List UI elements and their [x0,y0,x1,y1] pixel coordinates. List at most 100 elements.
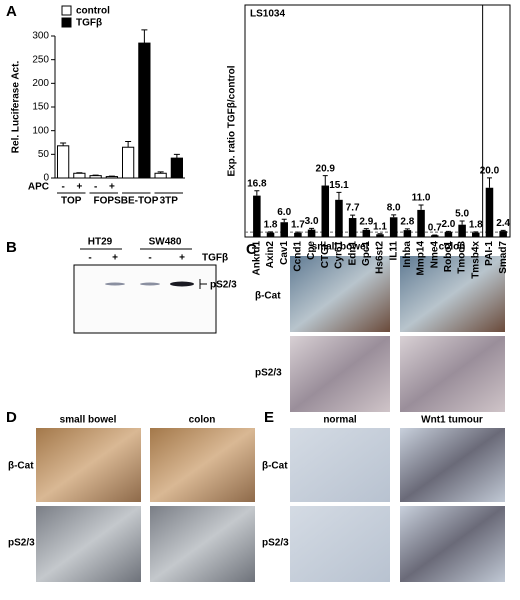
error-bar [125,141,132,148]
column-label: small bowel [60,415,117,426]
value-label: 16.8 [247,178,267,189]
error-bar [459,220,465,225]
value-label: 8.0 [387,202,401,213]
error-bar [268,231,274,233]
error-bar [445,230,451,233]
row-label: β-Cat [8,461,34,472]
y-tick-label: 50 [38,149,50,160]
x-tick-label: Tmsb4x [470,241,481,279]
bar [485,187,494,237]
x-tick-label: Inhba [402,241,413,268]
value-label: 11.0 [412,193,431,204]
bar [73,172,86,179]
bar [362,229,371,237]
x-tick-label: Edn1 [347,241,358,266]
bar [444,232,453,237]
value-label: 0.7 [428,223,442,234]
x-tick-label: PAI-1 [484,241,495,266]
bar [430,235,439,237]
bar [138,42,151,179]
x-tick-label: + [109,182,115,193]
error-bar [418,204,424,210]
panel-letter: A [6,3,17,20]
value-label: 2.9 [359,216,373,227]
error-bar [309,227,315,230]
micrograph [400,506,505,582]
value-label: 2.8 [400,217,414,228]
value-label: 20.0 [480,166,500,177]
row-label: pS2/3 [262,538,289,549]
micrograph [400,336,505,412]
x-tick-label: IL11 [388,241,399,261]
x-tick-label: Ccnd1 [293,241,304,272]
error-bar [363,228,369,230]
micrograph [290,256,390,332]
treatment-label: TGFβ [202,253,228,264]
y-tick-label: 0 [43,173,49,184]
group-label: SBE-TOP [114,196,159,207]
micrograph [290,506,390,582]
group-label: FOP [93,196,114,207]
row-label: β-Cat [262,461,288,472]
cell-line: SW480 [149,237,182,248]
bar [253,195,261,237]
panel-letter: B [6,239,17,256]
x-tick-label: Robo1 [443,241,454,273]
value-label: 2.0 [441,219,455,230]
bar [472,232,480,237]
error-bar [473,231,479,233]
x-tick-label: CTGF [320,241,331,268]
y-tick-label: 300 [32,31,49,42]
bar [417,209,425,237]
legend-label: TGFβ [76,18,102,29]
value-label: 1.7 [291,220,305,231]
band-marker [199,279,207,289]
value-label: 1.8 [469,219,483,230]
lane-label: + [112,253,118,264]
error-bar [486,177,492,188]
bar [389,217,398,237]
row-label: pS2/3 [8,538,35,549]
x-tick-label: Smad7 [498,241,509,274]
x-tick-label: - [61,182,64,193]
lane-label: - [88,253,91,264]
error-bar [322,175,328,186]
y-tick-label: 200 [32,78,49,89]
column-label: colon [189,415,216,426]
error-bar [404,228,410,231]
micrograph [400,256,505,332]
cell-line: HT29 [88,237,113,248]
legend-label: control [76,6,110,17]
x-tick-label: Nme4 [429,241,440,269]
value-label: 6.0 [277,207,291,218]
error-bar [336,191,342,200]
row-label: pS2/3 [255,368,282,379]
value-label: 15.1 [329,180,349,191]
group-label: 3TP [160,196,179,207]
chart-title: LS1034 [250,9,285,20]
blot-band [170,281,194,287]
value-label: 20.9 [316,163,336,174]
x-tick-label: Cyr61 [334,241,345,269]
band-label: pS2/3 [210,280,237,291]
x-tick-label: Axin2 [265,241,276,269]
bar [335,199,343,237]
bar [403,230,412,237]
micrograph [290,336,390,412]
lane-label: + [179,253,185,264]
row-label: β-Cat [255,291,281,302]
error-bar [295,231,301,233]
panel-letter: C [246,241,257,258]
value-label: 3.0 [305,216,319,227]
x-tick-label: Mmp14 [416,241,427,276]
value-label: 1.8 [264,219,278,230]
y-axis-label: Exp. ratio TGFβ/control [227,65,238,176]
error-bar [254,190,260,196]
panel-letter: D [6,409,17,426]
x-tick-label: - [94,182,97,193]
column-label: small bowel [312,242,369,253]
bar [266,232,275,237]
bar [280,222,288,237]
